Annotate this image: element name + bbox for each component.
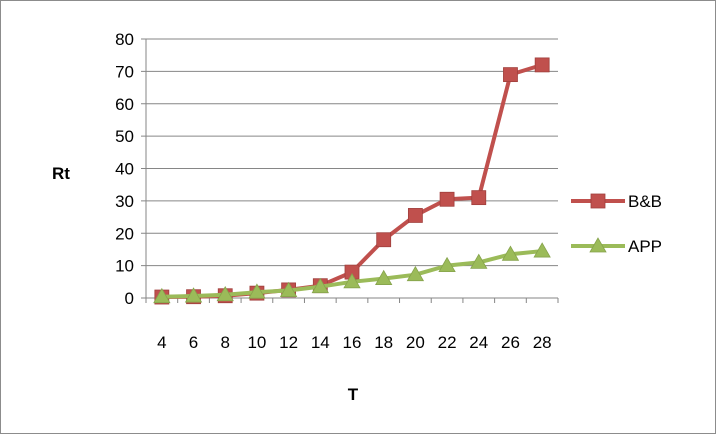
y-tick-label: 60 bbox=[115, 95, 134, 114]
data-point bbox=[501, 245, 520, 261]
x-tick-label: 10 bbox=[247, 333, 266, 352]
y-tick-label: 10 bbox=[115, 257, 134, 276]
data-point bbox=[153, 287, 171, 304]
legend-label: APP bbox=[628, 237, 662, 256]
legend: B&B APP bbox=[571, 192, 662, 256]
data-point bbox=[311, 277, 329, 294]
y-tick-label: 80 bbox=[115, 30, 134, 49]
y-tick-label: 40 bbox=[115, 160, 134, 179]
legend-swatch-marker bbox=[589, 237, 607, 253]
data-point bbox=[439, 191, 455, 207]
legend-label: B&B bbox=[628, 192, 662, 211]
x-tick-label: 24 bbox=[469, 333, 488, 352]
legend-swatch-marker bbox=[590, 193, 606, 209]
data-point bbox=[216, 285, 234, 302]
data-point bbox=[406, 265, 425, 282]
x-tick-label: 12 bbox=[279, 333, 298, 352]
y-tick-labels: 0 10 20 30 40 50 60 70 80 bbox=[115, 30, 134, 308]
data-point bbox=[343, 273, 361, 289]
legend-item-bnb: B&B bbox=[571, 192, 662, 211]
data-point bbox=[407, 208, 423, 223]
x-tick-label: 6 bbox=[189, 333, 198, 352]
x-tick-label: 26 bbox=[501, 333, 520, 352]
x-tick-label: 4 bbox=[157, 333, 166, 352]
data-point bbox=[534, 57, 550, 73]
data-point bbox=[184, 287, 203, 303]
legend-item-app: APP bbox=[571, 237, 662, 256]
y-tick-label: 30 bbox=[115, 192, 134, 211]
y-tick-label: 50 bbox=[115, 127, 134, 146]
gridlines bbox=[146, 38, 558, 267]
x-tick-labels: 4 6 8 10 12 14 16 18 20 22 24 26 28 bbox=[157, 333, 552, 352]
x-tick-label: 22 bbox=[438, 333, 457, 352]
axes bbox=[141, 38, 559, 303]
data-point bbox=[533, 242, 551, 258]
x-axis-title: T bbox=[348, 385, 359, 404]
data-point bbox=[438, 256, 456, 273]
y-tick-label: 0 bbox=[125, 289, 134, 308]
data-point bbox=[248, 283, 266, 299]
data-point bbox=[376, 232, 392, 248]
x-tick-label: 28 bbox=[533, 333, 552, 352]
series-group bbox=[153, 57, 551, 305]
x-tick-label: 16 bbox=[343, 333, 362, 352]
data-point bbox=[375, 269, 393, 285]
x-tick-label: 8 bbox=[220, 333, 229, 352]
x-tick-label: 20 bbox=[406, 333, 425, 352]
data-point bbox=[503, 67, 518, 83]
x-tick-label: 18 bbox=[374, 333, 393, 352]
y-tick-label: 70 bbox=[115, 62, 134, 81]
series-app bbox=[153, 242, 551, 304]
y-axis-title: Rt bbox=[52, 164, 70, 183]
series-bnb bbox=[154, 57, 550, 305]
data-point bbox=[470, 253, 488, 269]
data-point bbox=[471, 190, 487, 206]
data-point bbox=[279, 281, 298, 297]
x-tick-label: 14 bbox=[311, 333, 330, 352]
y-tick-label: 20 bbox=[115, 224, 134, 243]
